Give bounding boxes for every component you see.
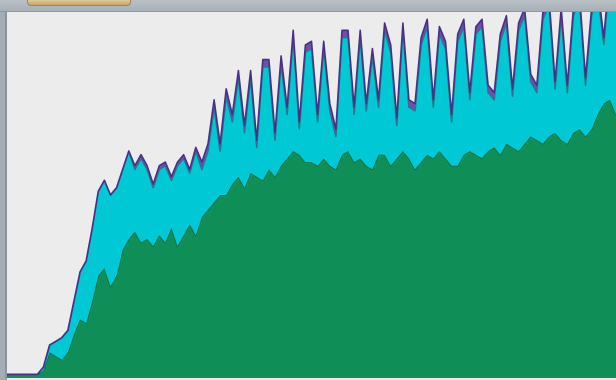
chart-panel (5, 12, 616, 380)
area-series-1 (7, 99, 616, 379)
series-edge-3 (7, 12, 607, 376)
stacked-area-chart (7, 12, 616, 379)
toolbar-strip (0, 0, 616, 12)
area-series-2 (7, 12, 616, 375)
panel-tab-handle[interactable] (27, 0, 131, 6)
